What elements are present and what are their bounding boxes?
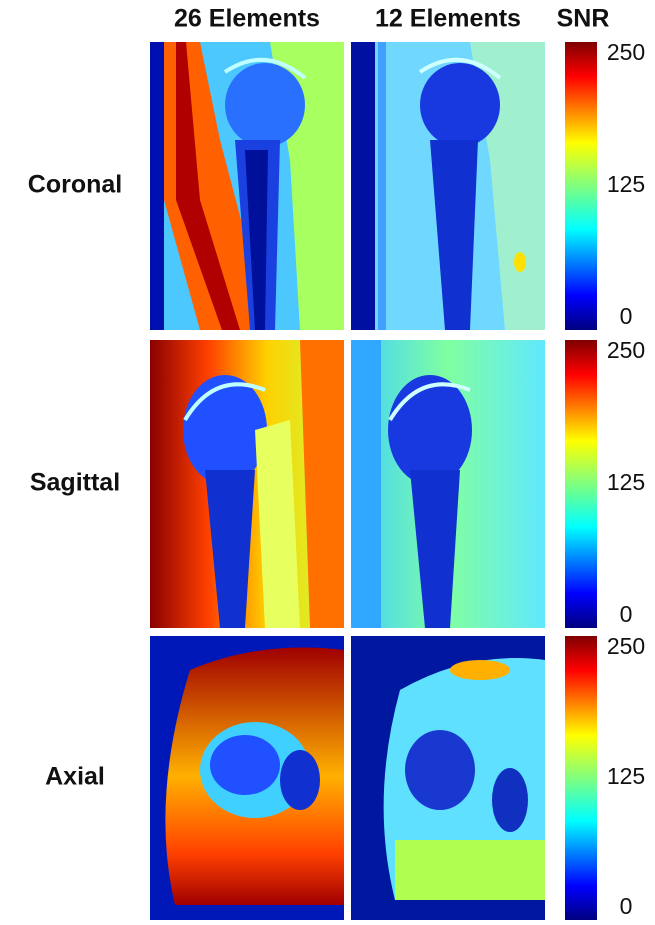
image-sagittal-12: [351, 340, 545, 628]
colorbar-tick-label: 250: [607, 337, 645, 363]
image-sagittal-26: [150, 340, 344, 628]
figure: 26 Elements 12 Elements SNR Coronal 250 125 0 S…: [0, 0, 655, 925]
image-axial-12: [351, 636, 545, 920]
column-header: 12 Elements: [375, 5, 521, 33]
row-label: Sagittal: [30, 469, 120, 497]
colorbar-tick-label: 125: [607, 763, 645, 789]
colorbar-tick-label: 125: [607, 171, 645, 197]
colorbar-tick-label: 250: [607, 39, 645, 65]
colorbar: [565, 42, 597, 330]
colorbar-title: SNR: [557, 5, 610, 33]
row-label: Coronal: [28, 171, 122, 199]
colorbar-tick-label: 125: [607, 469, 645, 495]
image-axial-26: [150, 636, 344, 920]
image-coronal-26: [150, 42, 344, 330]
column-header: 26 Elements: [174, 5, 320, 33]
row-label: Axial: [45, 763, 105, 791]
colorbar: [565, 340, 597, 628]
colorbar-tick-label: 250: [607, 633, 645, 659]
colorbar-tick-label: 0: [620, 601, 633, 627]
image-coronal-12: [351, 42, 545, 330]
colorbar: [565, 636, 597, 920]
colorbar-tick-label: 0: [620, 303, 633, 329]
colorbar-tick-label: 0: [620, 893, 633, 919]
